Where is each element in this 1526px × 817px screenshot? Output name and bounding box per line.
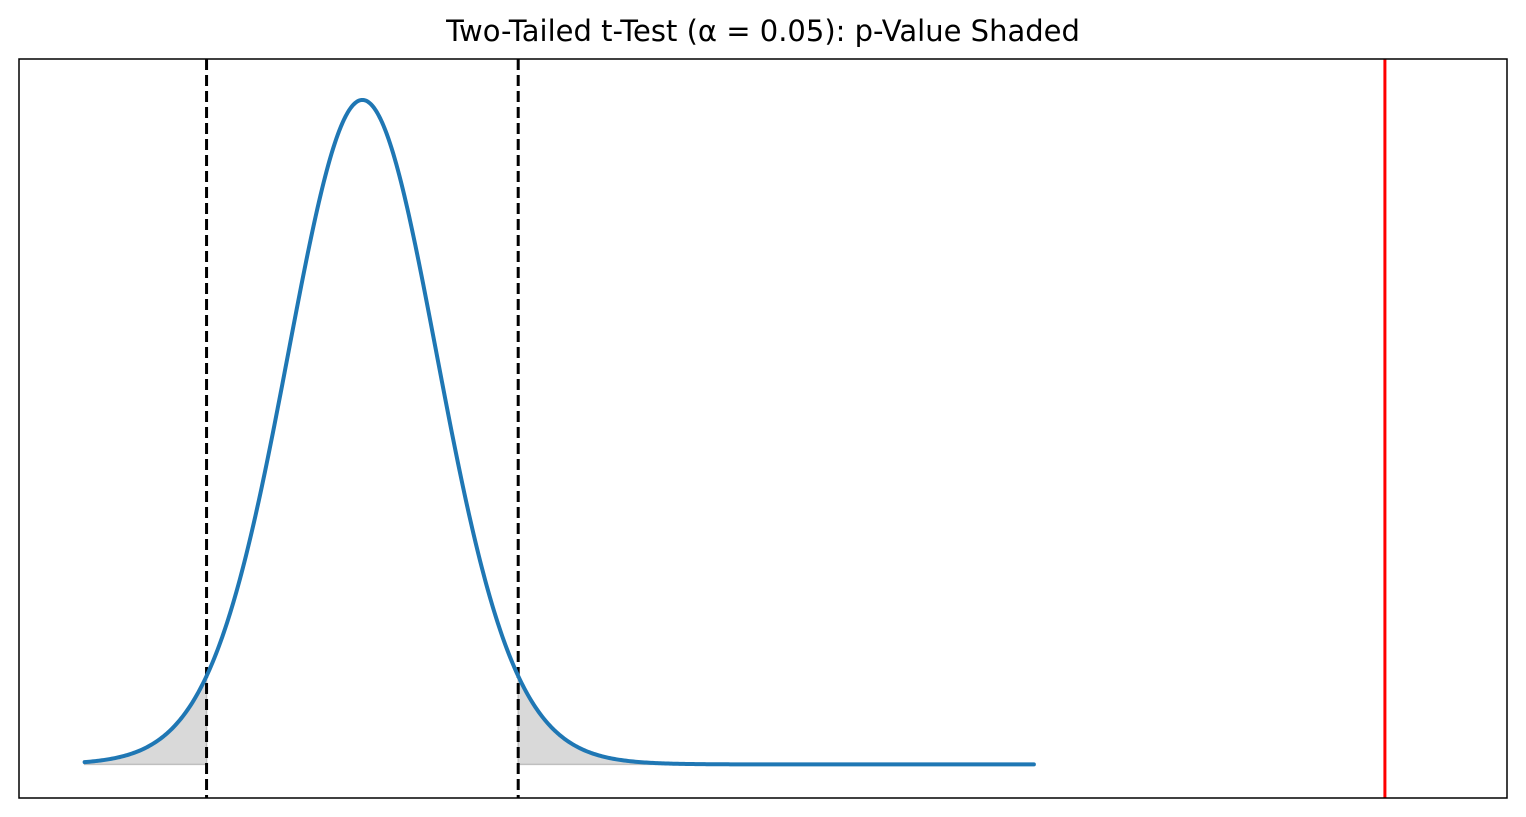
shaded-regions <box>83 675 1034 766</box>
t-density-curve <box>82 97 1036 767</box>
shaded-right-tail <box>517 675 1034 766</box>
plot-frame <box>18 58 1508 799</box>
chart-title: Two-Tailed t-Test (α = 0.05): p-Value Sh… <box>446 14 1080 48</box>
shaded-left-tail <box>83 675 208 766</box>
reference-lines <box>205 59 1387 798</box>
density-curve-layer <box>82 97 1036 767</box>
